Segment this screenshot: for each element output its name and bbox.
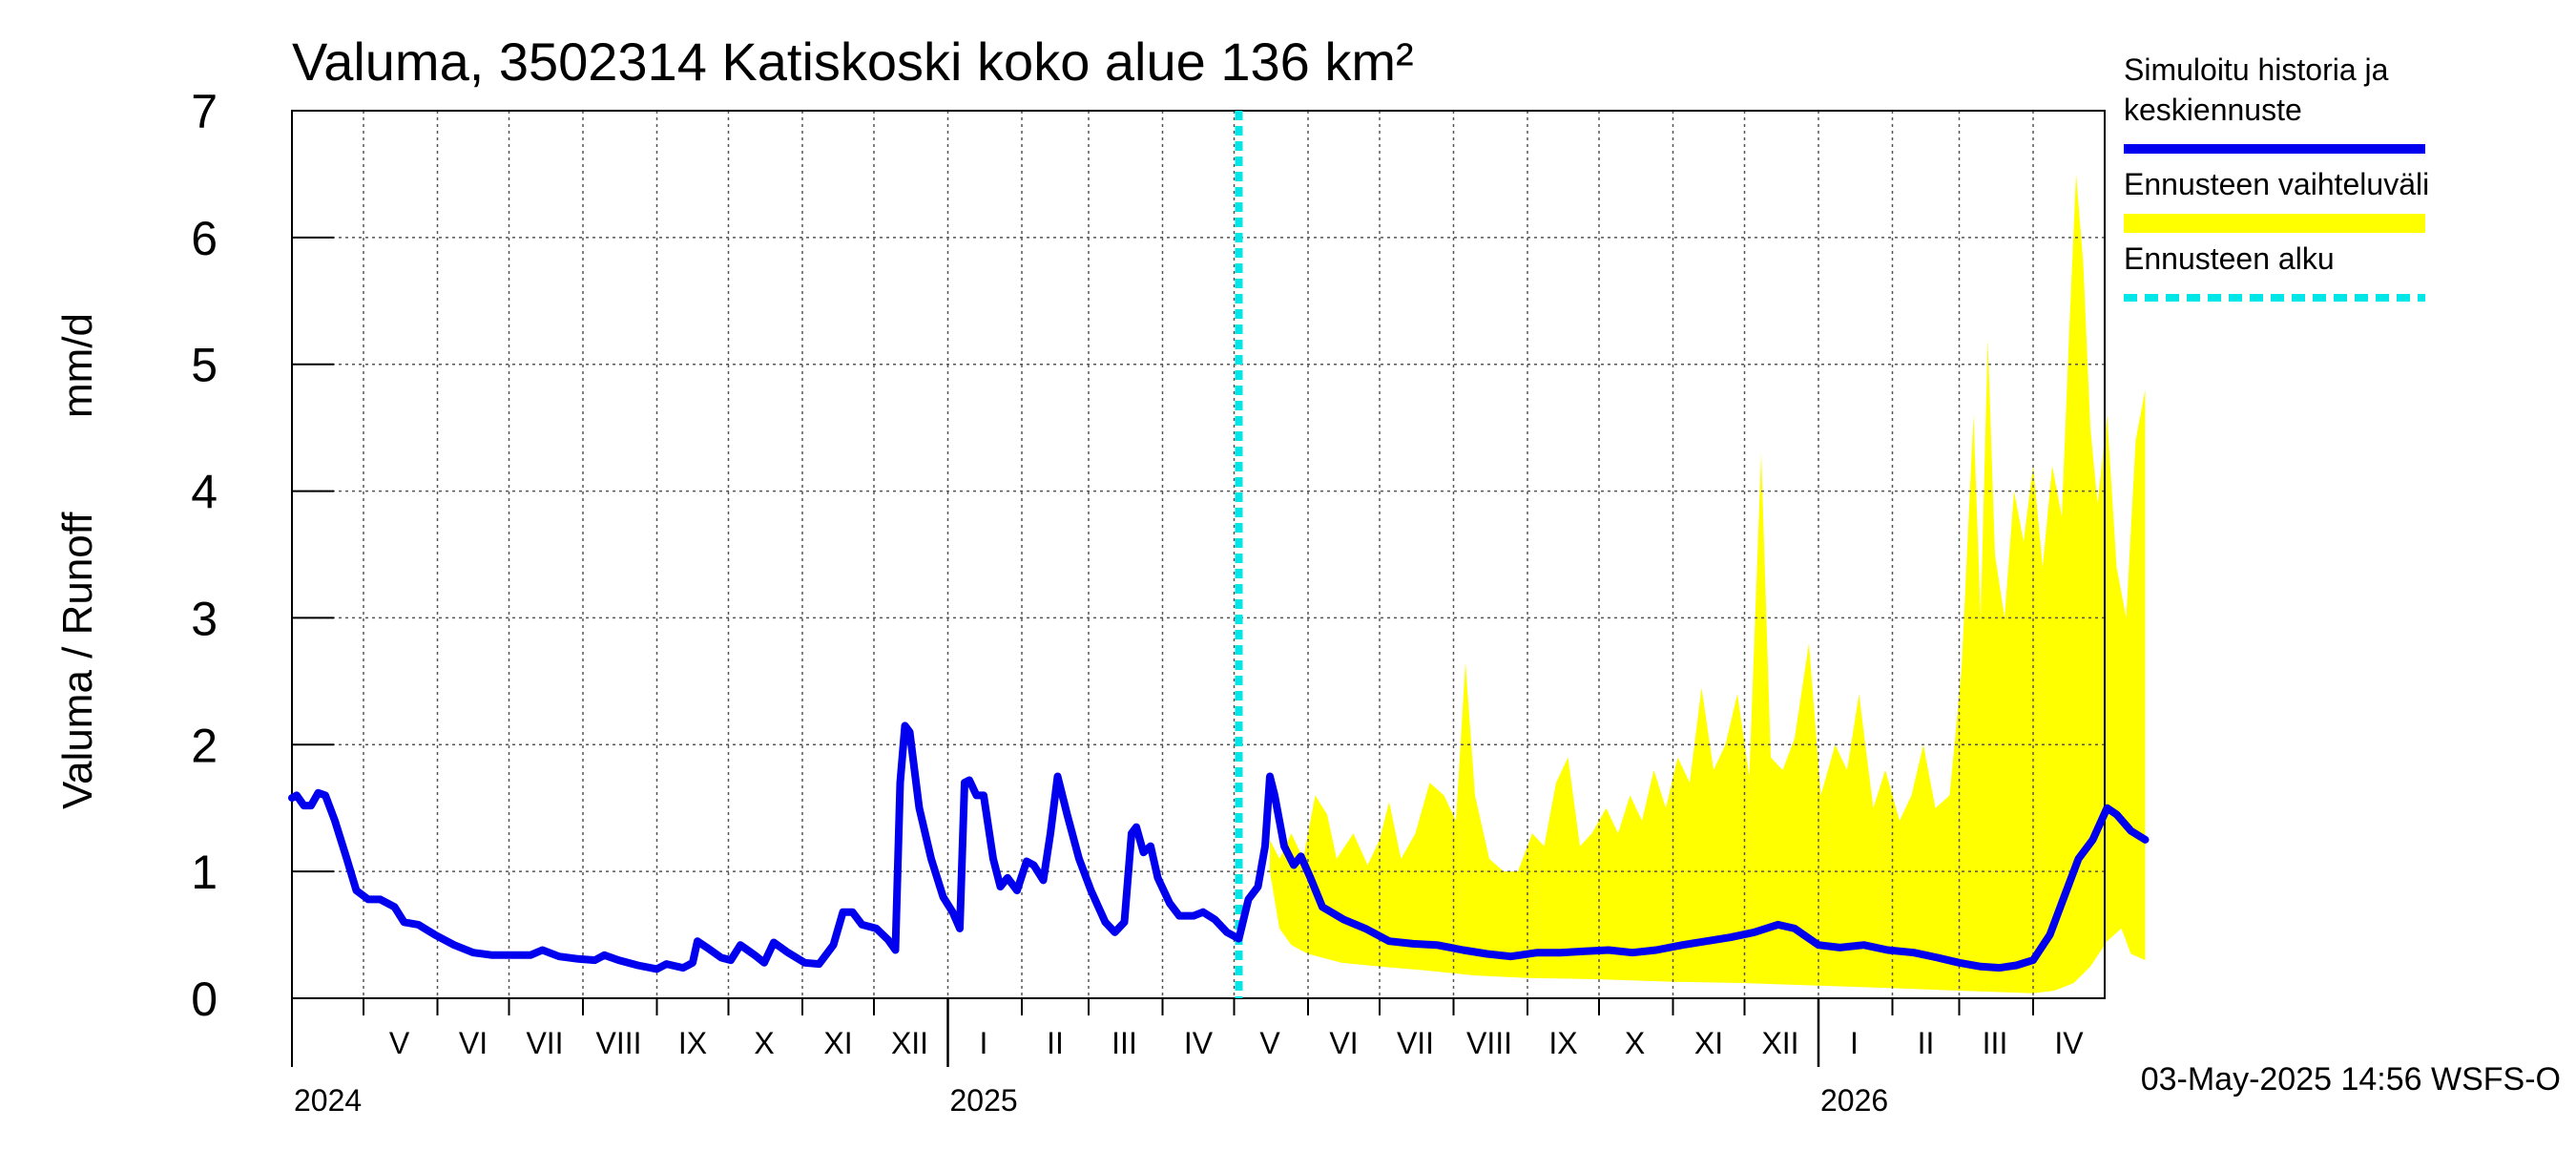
legend-label: Simuloitu historia ja <box>2124 52 2389 87</box>
x-month-label: VIII <box>595 1026 641 1060</box>
x-year-label: 2025 <box>950 1083 1018 1118</box>
y-tick-label: 4 <box>191 466 218 519</box>
x-month-label: V <box>389 1026 410 1060</box>
legend-swatch-range <box>2124 214 2425 233</box>
x-month-label: XII <box>891 1026 928 1060</box>
y-tick-label: 5 <box>191 339 218 392</box>
x-month-label: VI <box>459 1026 488 1060</box>
y-tick-label: 1 <box>191 846 218 899</box>
chart-title: Valuma, 3502314 Katiskoski koko alue 136… <box>292 31 1414 92</box>
x-month-label: IV <box>2054 1026 2084 1060</box>
x-month-label: I <box>980 1026 988 1060</box>
y-axis-label: Valuma / Runoff <box>54 512 101 809</box>
x-month-label: IX <box>1548 1026 1577 1060</box>
x-month-label: VII <box>1397 1026 1434 1060</box>
forecast-range-band <box>1270 174 2146 993</box>
x-year-label: 2026 <box>1820 1083 1888 1118</box>
legend-label: Ennusteen vaihteluväli <box>2124 167 2429 201</box>
x-month-label: XI <box>1694 1026 1723 1060</box>
x-month-label: IV <box>1184 1026 1214 1060</box>
y-tick-label: 3 <box>191 592 218 645</box>
legend-label: Ennusteen alku <box>2124 241 2335 276</box>
x-month-label: VI <box>1329 1026 1358 1060</box>
simulated-runoff-line <box>288 721 2150 973</box>
x-year-label: 2024 <box>294 1083 362 1118</box>
x-month-label: XI <box>823 1026 852 1060</box>
x-month-label: V <box>1259 1026 1280 1060</box>
x-month-label: VIII <box>1466 1026 1512 1060</box>
x-month-label: III <box>1111 1026 1137 1060</box>
x-month-label: III <box>1983 1026 2008 1060</box>
y-tick-label: 6 <box>191 212 218 265</box>
y-tick-label: 0 <box>191 972 218 1026</box>
x-month-label: I <box>1850 1026 1859 1060</box>
x-month-label: II <box>1918 1026 1935 1060</box>
y-tick-label: 2 <box>191 719 218 772</box>
x-month-label: II <box>1047 1026 1064 1060</box>
x-month-label: X <box>754 1026 774 1060</box>
legend-label: keskiennuste <box>2124 93 2302 127</box>
y-tick-label: 7 <box>191 85 218 138</box>
x-month-label: VII <box>526 1026 563 1060</box>
x-month-label: X <box>1625 1026 1645 1060</box>
x-month-label: XII <box>1761 1026 1798 1060</box>
y-axis-unit-label: mm/d <box>54 313 101 418</box>
timestamp-label: 03-May-2025 14:56 WSFS-O <box>2141 1061 2561 1098</box>
x-month-label: IX <box>678 1026 707 1060</box>
